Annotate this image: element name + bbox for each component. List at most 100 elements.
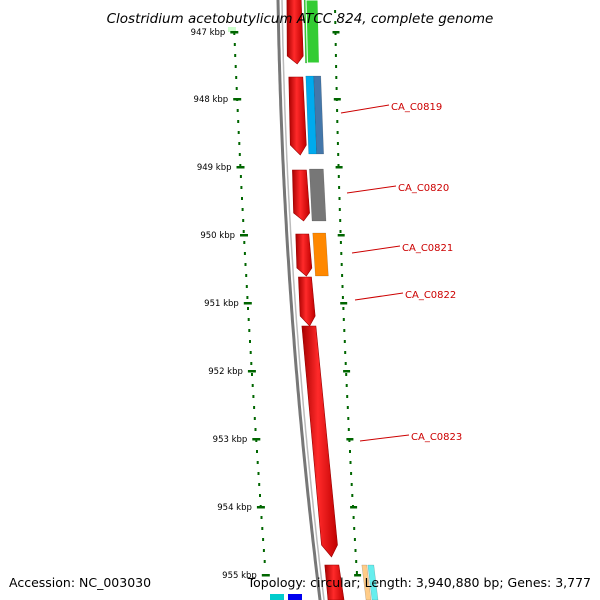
cog-block xyxy=(367,564,379,600)
backbone-group xyxy=(276,0,325,600)
gc-dot-left xyxy=(256,450,258,453)
gc-dot-right xyxy=(337,153,340,156)
gc-dot-left xyxy=(261,527,264,530)
gc-dot-right xyxy=(335,76,338,79)
gc-dot-right xyxy=(334,21,337,24)
gc-dot-right xyxy=(340,263,343,266)
scale-tick-mark xyxy=(240,234,248,237)
gc-dot-left xyxy=(259,494,261,497)
gene-arrow xyxy=(292,169,310,222)
cog-block xyxy=(313,75,324,155)
gc-dot-left xyxy=(252,395,255,398)
gc-dot-left xyxy=(262,549,265,552)
gene-labels: CA_C0819 CA_C0820 CA_C0821 CA_C0822 CA_C0823 xyxy=(340,102,462,443)
backbone-shadow xyxy=(281,0,325,600)
gc-dot-left xyxy=(245,274,248,277)
scale-tick-label: 953 kbp xyxy=(213,435,248,445)
gc-dot-left xyxy=(253,406,256,409)
scale-tick-mark xyxy=(230,31,239,34)
partial-gene-block xyxy=(270,594,284,600)
gc-dot-left xyxy=(241,197,243,200)
scale-tick-mark-right xyxy=(340,302,348,305)
cog-outline xyxy=(305,0,320,64)
gc-dot-right xyxy=(346,406,349,409)
scale-tick-mark-right xyxy=(333,98,341,101)
scale-tick-label: 949 kbp xyxy=(197,163,232,173)
gc-dot-left xyxy=(242,219,245,222)
scale-tick-mark-right xyxy=(346,438,354,441)
scale-tick-mark xyxy=(256,506,265,509)
gc-dot-right xyxy=(336,120,339,123)
gc-dot-left xyxy=(254,428,257,431)
gene-label: CA_C0820 xyxy=(398,183,449,194)
gc-dot-left xyxy=(250,362,253,365)
cog-block xyxy=(305,75,317,155)
gc-dot-left xyxy=(239,175,242,178)
gc-dot-left xyxy=(243,252,246,255)
gc-dot-right xyxy=(353,538,356,541)
gc-dot-left xyxy=(242,230,245,233)
gc-dot-right xyxy=(339,219,342,222)
gc-dot-right xyxy=(352,516,355,519)
gc-dot-left xyxy=(238,153,241,156)
gc-dot-left xyxy=(247,318,250,321)
gc-dot-left xyxy=(233,43,236,46)
gene-arrow xyxy=(301,325,338,558)
gene-arrow xyxy=(295,233,313,277)
gc-dot-right xyxy=(350,483,353,486)
gene-label-leader xyxy=(340,104,390,114)
gc-dot-right xyxy=(353,527,356,530)
gc-dot-right xyxy=(344,351,347,354)
gc-dot-right xyxy=(349,450,351,453)
gc-dot-right xyxy=(336,109,339,112)
gc-dot-right xyxy=(346,395,349,398)
scale-tick-mark xyxy=(236,166,245,169)
gc-dot-left xyxy=(260,516,263,519)
gc-dot-right xyxy=(337,175,340,178)
gc-dot-right xyxy=(345,373,348,376)
gene-label: CA_C0822 xyxy=(405,290,456,301)
gene-arrow xyxy=(298,276,316,327)
gc-dot-left xyxy=(249,351,252,354)
backbone-line xyxy=(276,0,322,600)
gc-dot-left xyxy=(243,241,246,244)
gene-label-leader xyxy=(354,292,404,301)
gc-dot-right xyxy=(336,142,339,145)
gc-dot-left xyxy=(235,87,238,90)
gc-dot-right xyxy=(355,560,358,563)
gene-label-leader xyxy=(346,185,397,194)
scale-tick-mark-right xyxy=(332,31,340,34)
gc-dot-left xyxy=(239,164,242,167)
gene-label-leader xyxy=(359,434,410,442)
scale-tick-label: 950 kbp xyxy=(200,231,235,241)
accession-text: Accession: NC_003030 xyxy=(9,575,151,590)
gc-dot-right xyxy=(343,329,346,332)
gc-dot-right xyxy=(339,230,342,233)
partial-gene-block xyxy=(228,27,236,32)
gc-dot-right xyxy=(338,197,341,200)
gc-dot-right xyxy=(342,318,345,321)
gc-dot-left xyxy=(236,109,239,112)
gc-dot-left xyxy=(249,340,251,343)
scale-tick-mark-right xyxy=(337,234,345,237)
gc-dot-left xyxy=(235,76,238,79)
gc-dot-left xyxy=(247,307,249,310)
scale-tick-label: 955 kbp xyxy=(222,571,257,581)
partial-gene-block xyxy=(288,594,302,600)
gc-dot-right xyxy=(347,417,350,420)
scale-ticks: 947 kbp 948 kbp 949 kbp 950 kbp 951 kbp 952 k… xyxy=(191,28,362,581)
scale-tick-mark xyxy=(233,98,242,101)
gc-dot-right xyxy=(343,340,346,343)
gc-dot-right xyxy=(355,571,358,574)
gene-label-leader xyxy=(351,245,401,254)
gc-dot-left xyxy=(251,373,253,376)
gc-dot-right xyxy=(338,208,341,211)
gene-arrow xyxy=(286,0,304,65)
gc-dot-right xyxy=(334,10,337,13)
scale-tick-mark xyxy=(247,370,256,373)
gc-dot-left xyxy=(237,120,240,123)
gc-dot-left xyxy=(248,329,251,332)
gc-dot-right xyxy=(339,241,342,244)
gc-dot-right xyxy=(347,428,350,431)
